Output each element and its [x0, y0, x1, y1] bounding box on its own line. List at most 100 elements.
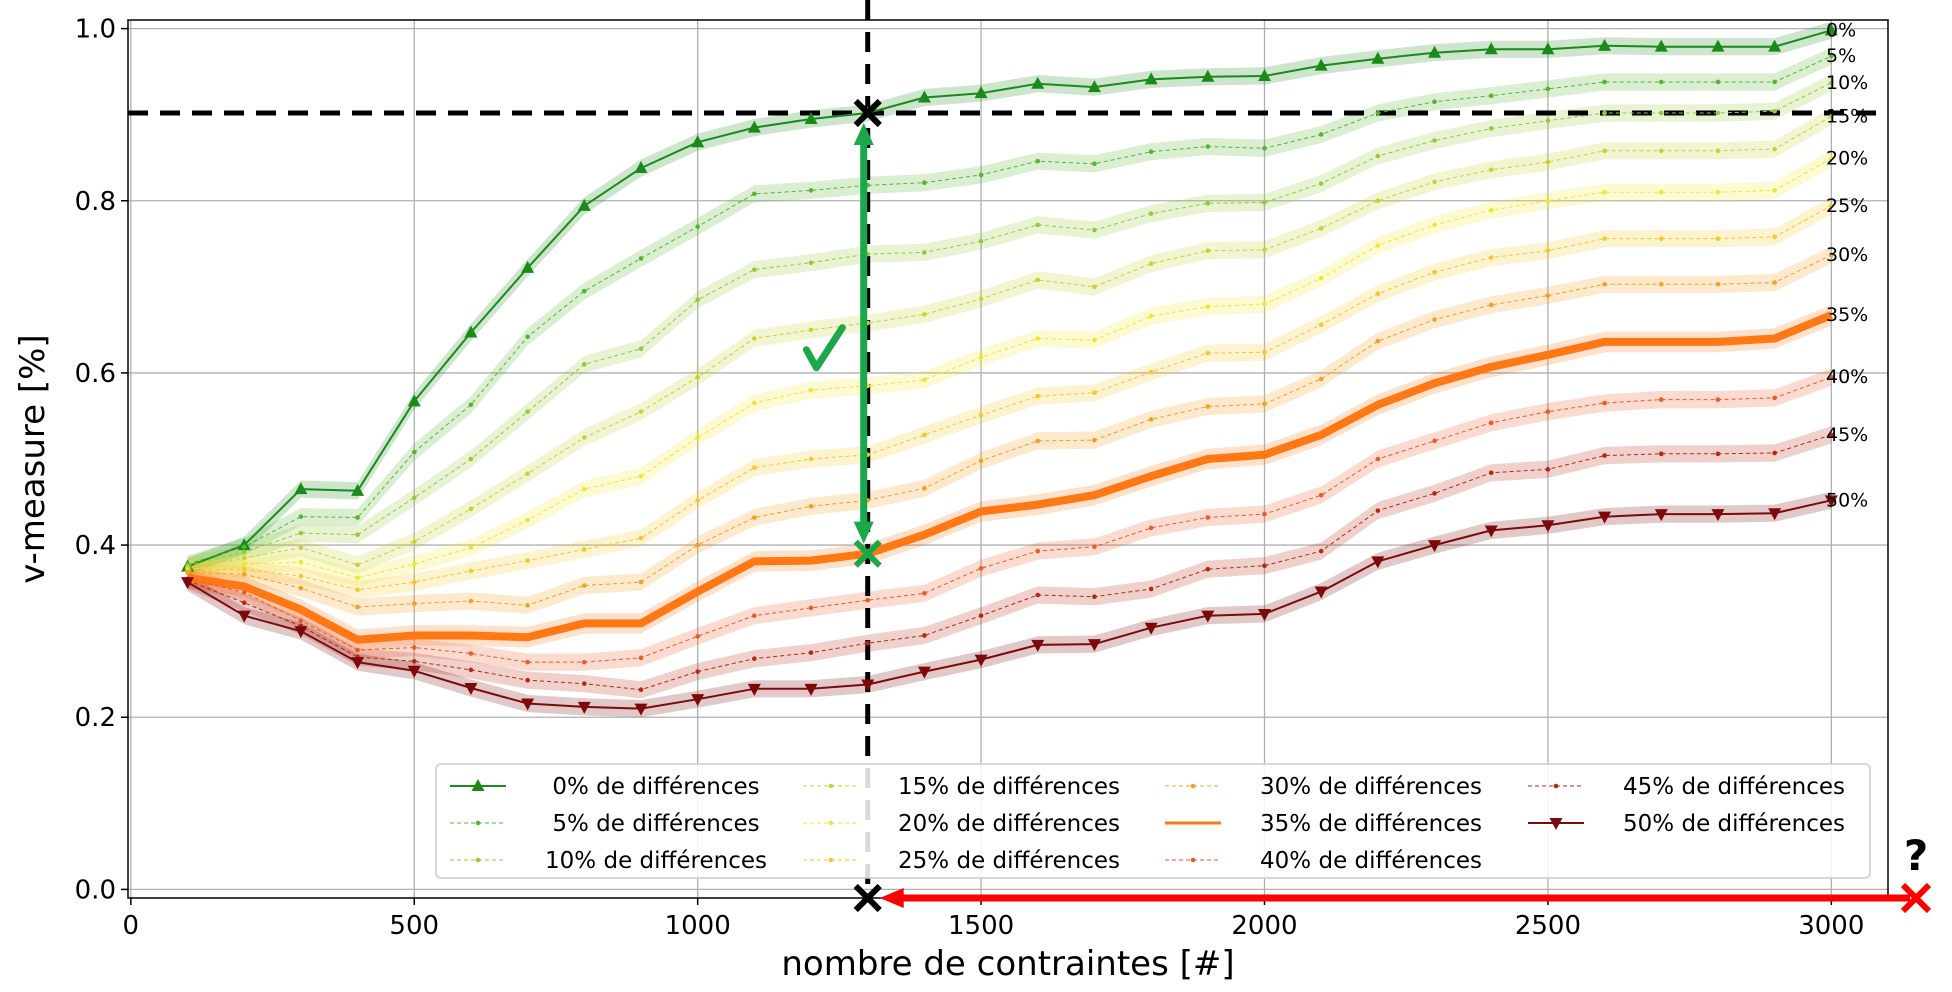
data-point [634, 161, 648, 174]
legend-marker [1553, 783, 1559, 789]
data-point [634, 703, 648, 716]
data-point [1768, 39, 1782, 52]
data-point [181, 577, 195, 590]
data-point [411, 601, 417, 606]
data-point [1545, 248, 1551, 253]
data-point [1035, 277, 1041, 283]
data-point [638, 409, 644, 414]
data-point [581, 362, 587, 367]
data-point [411, 539, 417, 544]
legend-entry: 20% de différences [803, 811, 1120, 837]
data-point [1205, 248, 1211, 253]
data-point [521, 698, 535, 711]
data-point [1432, 491, 1437, 496]
upper-cross-icon [853, 98, 882, 128]
data-point [1318, 132, 1324, 137]
data-point [1488, 470, 1494, 476]
legend-entry: 0% de différences [450, 774, 760, 800]
data-point [638, 579, 644, 585]
data-point [974, 654, 988, 667]
data-point [752, 191, 757, 197]
legend-marker [1190, 857, 1196, 863]
end-label-30%: 30% [1826, 244, 1868, 266]
legend-marker [828, 783, 834, 789]
data-point [241, 544, 247, 550]
data-point [298, 618, 304, 624]
data-point [1711, 509, 1725, 522]
data-point [1715, 451, 1721, 457]
data-point [407, 665, 421, 678]
data-point [1545, 159, 1551, 165]
data-point [1488, 420, 1494, 426]
data-point [808, 387, 814, 393]
data-point [1205, 304, 1211, 309]
grid-lines [128, 20, 1888, 898]
data-point [747, 683, 761, 696]
data-point [691, 135, 705, 148]
data-point [355, 515, 360, 520]
data-point [978, 613, 984, 618]
data-point [1658, 281, 1664, 287]
data-point [752, 465, 757, 470]
lower-cross-icon [853, 539, 882, 568]
data-point [1432, 222, 1437, 228]
series-line-40% [187, 376, 1832, 663]
data-point [1715, 281, 1721, 287]
data-point [752, 267, 757, 272]
data-point [865, 640, 871, 646]
band-50% [187, 491, 1832, 718]
data-point [1772, 79, 1777, 85]
data-point [355, 532, 360, 538]
confidence-bands [187, 21, 1832, 718]
data-point [1092, 544, 1097, 550]
data-point [521, 260, 535, 273]
data-point [808, 605, 814, 611]
legend-entry: 50% de différences [1528, 811, 1845, 837]
data-point [1772, 234, 1777, 240]
data-point [1658, 110, 1664, 116]
data-point [1545, 198, 1551, 204]
end-label-40%: 40% [1826, 366, 1868, 388]
data-point [1545, 293, 1551, 298]
series-line-35% [186, 311, 1833, 644]
data-point [411, 449, 417, 455]
series-lines [181, 23, 1838, 716]
legend-label: 0% de différences [552, 774, 759, 800]
data-point [1371, 51, 1385, 64]
data-point [581, 486, 587, 492]
data-point [1545, 86, 1551, 92]
data-point [978, 412, 984, 418]
data-point [1375, 110, 1381, 116]
legend-entry: 15% de différences [803, 774, 1120, 800]
data-point [865, 597, 871, 603]
data-point [468, 598, 474, 604]
data-point [1201, 610, 1215, 623]
data-point [922, 590, 927, 596]
data-point [1092, 437, 1097, 443]
data-point [695, 669, 700, 674]
legend-entry: 40% de différences [1165, 848, 1482, 874]
data-point [468, 667, 474, 673]
data-point [411, 645, 417, 650]
data-point [808, 504, 814, 509]
data-point [1201, 69, 1215, 82]
data-point [411, 561, 417, 567]
data-point [1602, 110, 1607, 116]
x-axis-title: nombre de contraintes [#] [781, 944, 1234, 984]
data-point [1375, 198, 1381, 204]
data-point [581, 547, 587, 552]
data-point [407, 394, 421, 407]
data-point [1484, 525, 1498, 538]
data-point [1144, 72, 1158, 85]
data-point [1318, 181, 1324, 186]
data-point [1375, 338, 1381, 344]
band-20% [187, 150, 1832, 587]
data-point [351, 657, 365, 670]
data-point [1654, 39, 1668, 52]
data-point [917, 90, 931, 103]
legend-entry: 5% de différences [450, 811, 760, 837]
data-point [974, 86, 988, 99]
y-axis-title: v-measure [%] [13, 334, 53, 583]
data-point [752, 515, 757, 520]
legend-marker [828, 857, 834, 863]
